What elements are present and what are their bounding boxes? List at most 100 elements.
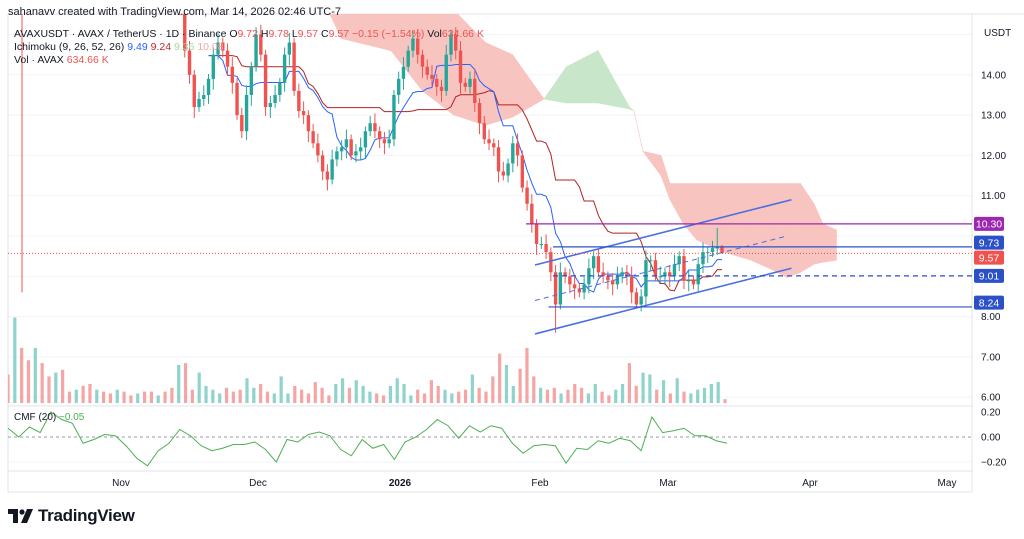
- ichimoku-cloud-bullish: [566, 50, 599, 104]
- candle-body: [202, 94, 206, 99]
- tradingview-logo[interactable]: TradingView: [8, 506, 135, 526]
- volume-bar: [593, 384, 597, 403]
- ichimoku-cloud-bearish: [660, 155, 671, 200]
- candle: [235, 78, 239, 120]
- candle-body: [325, 171, 330, 180]
- volume-legend-row[interactable]: Vol · AVAX 634.66 K: [14, 54, 484, 67]
- candle: [273, 85, 277, 108]
- volume-bar: [716, 382, 720, 403]
- candle-body: [249, 66, 254, 95]
- candle: [634, 287, 639, 309]
- volume-bar: [661, 380, 666, 403]
- cmf-legend[interactable]: CMF (20) −0.05: [14, 412, 84, 423]
- price-level-badge-text: 8.24: [979, 297, 1000, 309]
- candle-body: [339, 147, 344, 152]
- candle-body: [254, 34, 258, 67]
- low-value: 9.57: [297, 28, 319, 40]
- volume-bar: [634, 385, 638, 403]
- candle-body: [648, 260, 653, 262]
- candle-body: [539, 244, 544, 246]
- channel-line-upper: [534, 198, 792, 266]
- candle: [525, 180, 529, 211]
- candle: [206, 73, 211, 104]
- candle-body: [444, 54, 448, 91]
- candle: [430, 65, 434, 86]
- volume-bar: [177, 365, 181, 403]
- candle: [401, 57, 406, 90]
- high-value: 9.78: [268, 28, 289, 40]
- candle: [382, 132, 387, 155]
- volume-bar: [450, 393, 454, 403]
- volume-bar: [539, 387, 543, 403]
- volume-bar: [54, 372, 58, 403]
- ichimoku-conversion: 9.49: [127, 41, 148, 53]
- ichimoku-cloud-bearish: [813, 203, 824, 265]
- candle: [639, 289, 643, 312]
- candle-body: [530, 203, 534, 224]
- volume-bar: [334, 384, 338, 403]
- candle: [482, 115, 486, 145]
- candle: [615, 266, 620, 290]
- candle-body: [330, 159, 334, 180]
- candle: [577, 283, 582, 298]
- candle-body: [263, 54, 268, 108]
- candle: [648, 255, 653, 272]
- candle: [444, 44, 448, 96]
- candle: [534, 219, 539, 255]
- candle: [368, 115, 372, 137]
- candle: [454, 27, 458, 60]
- candle-body: [525, 187, 529, 204]
- candle: [420, 49, 425, 78]
- symbol-legend-row[interactable]: AVAXUSDT · AVAX / TetherUS · 1D · Binanc…: [14, 28, 484, 41]
- candle: [349, 134, 353, 161]
- candle-body: [454, 34, 458, 51]
- candle: [606, 271, 610, 290]
- candle: [473, 69, 477, 112]
- brand-name: TradingView: [38, 506, 135, 525]
- candle-body: [568, 276, 572, 285]
- ichimoku-cloud-bearish: [786, 183, 801, 278]
- candle-body: [235, 82, 239, 116]
- candle-body: [401, 66, 406, 79]
- candle: [672, 254, 677, 282]
- ichimoku-base: 9.24: [150, 41, 172, 53]
- volume-bar: [224, 387, 229, 403]
- volume-bar: [347, 387, 352, 403]
- main-pane: [8, 14, 972, 403]
- ichimoku-cloud-bullish: [629, 106, 635, 112]
- price-level-badge: 9.01: [974, 268, 1004, 283]
- ichimoku-legend-row[interactable]: Ichimoku (9, 26, 52, 26) 9.49 9.24 9.36 …: [14, 41, 484, 54]
- candle-body: [477, 103, 482, 124]
- candle-body: [187, 50, 192, 75]
- volume-bar: [170, 387, 174, 403]
- candle: [629, 266, 634, 304]
- price-level-badge: 8.24: [974, 295, 1004, 310]
- volume-bar: [156, 395, 160, 403]
- volume-bar: [552, 387, 556, 403]
- candle-body: [268, 103, 273, 108]
- ichimoku-cloud-bearish: [773, 183, 788, 279]
- volume-bar: [388, 385, 392, 403]
- candle-body: [216, 42, 220, 55]
- time-tick-label: Apr: [802, 478, 818, 489]
- chart-credit: sahanavv created with TradingView.com, M…: [8, 6, 342, 18]
- candle-body: [601, 272, 605, 277]
- candle: [625, 265, 629, 286]
- price-unit: USDT: [984, 28, 1012, 39]
- candle-body: [534, 223, 539, 245]
- volume-bar: [402, 384, 406, 403]
- volume-bar: [702, 387, 707, 403]
- ichimoku-span-b: 10.08: [197, 41, 224, 53]
- high-label: H: [260, 28, 269, 40]
- candle: [225, 43, 230, 76]
- cmf-pane: 0.20 0.00 −0.20: [7, 408, 1007, 469]
- candle: [696, 256, 700, 292]
- volume-bar: [74, 389, 78, 403]
- volume-bar: [491, 376, 495, 403]
- vol-label: Vol: [427, 28, 442, 40]
- volume-bar: [286, 393, 290, 403]
- time-axis: Nov Dec 2026 Feb Mar Apr May: [112, 478, 956, 489]
- volume-bar: [108, 393, 113, 403]
- volume-bar: [525, 347, 529, 403]
